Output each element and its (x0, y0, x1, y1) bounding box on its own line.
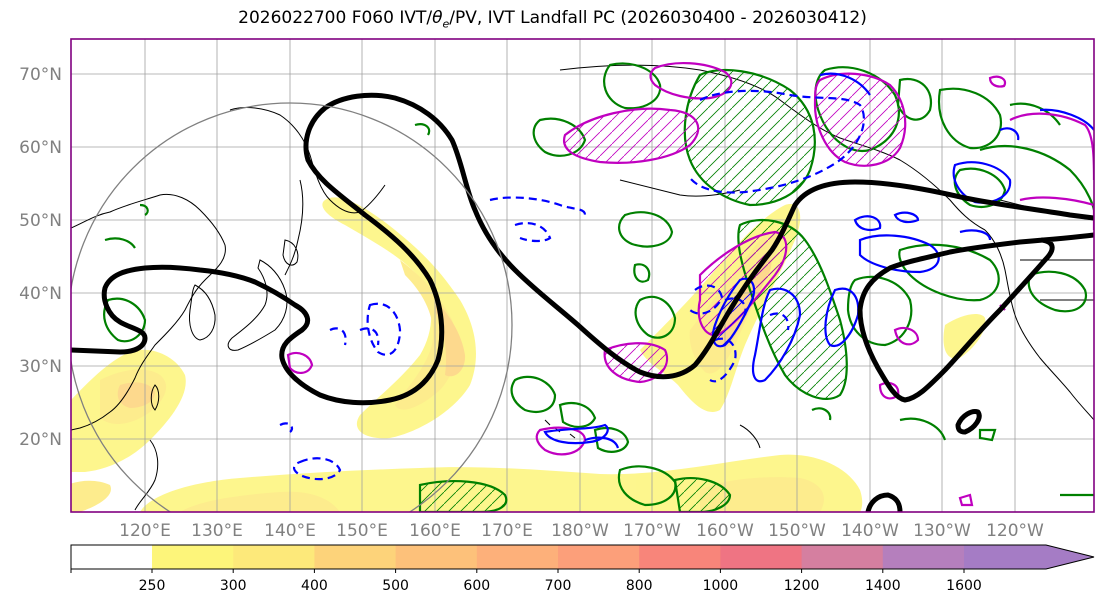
colorbar-tick-label: 400 (301, 578, 328, 594)
colorbar-segment (476, 545, 559, 569)
colorbar-segment (882, 545, 965, 569)
lat-label: 50°N (19, 211, 62, 231)
lat-label: 70°N (19, 65, 62, 85)
colorbar: 250 300 400 500 600 700 800 1000 1200 1400 1600 (70, 544, 1095, 594)
region-circle (71, 102, 513, 512)
colorbar-segment (639, 545, 721, 569)
longitude-labels: 120°E 130°E 140°E 150°E 160°E 170°E 180°… (119, 521, 1044, 541)
lon-label: 170°E (481, 521, 533, 541)
lat-label: 60°N (19, 138, 62, 158)
lat-label: 20°N (19, 430, 62, 450)
latitude-labels: 70°N 60°N 50°N 40°N 30°N 20°N (19, 65, 62, 450)
lon-label: 150°E (336, 521, 388, 541)
lon-label: 140°E (264, 521, 316, 541)
blue-contours (543, 72, 1094, 449)
lon-label: 170°W (623, 521, 681, 541)
colorbar-tick-label: 600 (463, 578, 490, 594)
colorbar-tick-label: 1200 (784, 578, 820, 594)
lon-label: 180°W (551, 521, 609, 541)
lon-label: 150°W (768, 521, 826, 541)
lat-label: 30°N (19, 357, 62, 377)
lat-label: 40°N (19, 284, 62, 304)
colorbar-segment (395, 545, 478, 569)
colorbar-segment (233, 545, 315, 569)
colorbar-segment (558, 545, 640, 569)
lon-label: 120°W (986, 521, 1044, 541)
colorbar-tick-label: 1400 (865, 578, 901, 594)
pv-contours (71, 92, 1094, 512)
blue-dashed-contours (279, 89, 865, 481)
colorbar-segment (801, 545, 884, 569)
colorbar-outline (70, 544, 1095, 570)
lon-label: 160°W (696, 521, 754, 541)
map-frame (70, 38, 1095, 513)
lon-label: 130°E (191, 521, 243, 541)
chart-title: 2026022700 F060 IVT/θe/PV, IVT Landfall … (238, 8, 867, 31)
colorbar-tick-label: 300 (220, 578, 247, 594)
colorbar-tick-label: 500 (382, 578, 409, 594)
lon-label: 120°E (119, 521, 171, 541)
colorbar-tick-label: 800 (626, 578, 653, 594)
colorbar-segment (152, 545, 234, 569)
lon-label: 160°E (409, 521, 461, 541)
colorbar-segment (720, 545, 803, 569)
colorbar-tick-label: 700 (545, 578, 572, 594)
colorbar-tick-label: 250 (139, 578, 166, 594)
colorbar-tick-label: 1000 (703, 578, 739, 594)
colorbar-segment-below (71, 545, 152, 569)
colorbar-segment (964, 545, 1094, 569)
lon-label: 140°W (841, 521, 899, 541)
colorbar-segment (314, 545, 397, 569)
lon-label: 130°W (913, 521, 971, 541)
colorbar-tick-label: 1600 (946, 578, 982, 594)
